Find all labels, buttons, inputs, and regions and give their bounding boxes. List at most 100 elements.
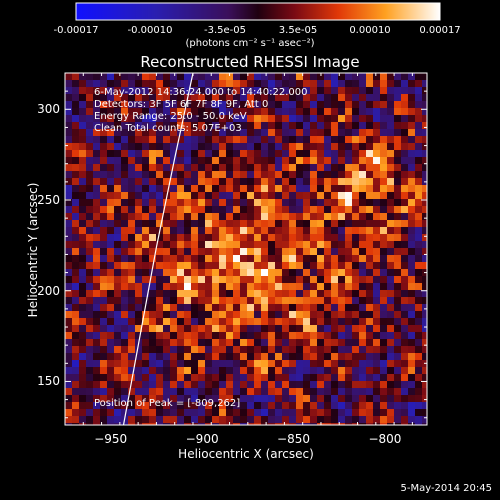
heatmap-cell [135, 290, 143, 298]
heatmap-cell [310, 269, 318, 277]
heatmap-cell [226, 416, 234, 424]
heatmap-cell [338, 248, 346, 256]
heatmap-cell [142, 388, 150, 396]
heatmap-cell [100, 423, 108, 425]
heatmap-cell [93, 304, 101, 312]
heatmap-cell [177, 227, 185, 235]
heatmap-cell [240, 409, 248, 417]
heatmap-cell [177, 143, 185, 151]
heatmap-cell [121, 311, 129, 319]
heatmap-cell [72, 101, 80, 109]
heatmap-cell [345, 213, 353, 221]
heatmap-cell [247, 122, 255, 130]
heatmap-cell [317, 276, 325, 284]
heatmap-cell [212, 171, 220, 179]
heatmap-cell [275, 80, 283, 88]
heatmap-cell [135, 80, 143, 88]
heatmap-cell [226, 367, 234, 375]
heatmap-cell [226, 171, 234, 179]
heatmap-cell [128, 318, 136, 326]
heatmap-cell [303, 353, 311, 361]
heatmap-cell [128, 73, 136, 81]
heatmap-cell [93, 241, 101, 249]
heatmap-cell [142, 332, 150, 340]
heatmap-cell [240, 255, 248, 263]
heatmap-cell [310, 129, 318, 137]
heatmap-cell [170, 171, 178, 179]
heatmap-cell [100, 73, 108, 81]
heatmap-cell [156, 290, 164, 298]
heatmap-cell [324, 115, 332, 123]
heatmap-cell [268, 206, 276, 214]
heatmap-cell [226, 304, 234, 312]
heatmap-cell [86, 409, 94, 417]
heatmap-cell [135, 241, 143, 249]
heatmap-cell [205, 388, 213, 396]
heatmap-cell [149, 178, 157, 186]
heatmap-cell [331, 73, 339, 81]
heatmap-cell [107, 276, 115, 284]
heatmap-cell [338, 206, 346, 214]
heatmap-cell [121, 101, 129, 109]
heatmap-cell [205, 150, 213, 158]
heatmap-cell [149, 185, 157, 193]
heatmap-cell [142, 262, 150, 270]
heatmap-cell [135, 87, 143, 95]
heatmap-cell [79, 227, 87, 235]
heatmap-cell [324, 136, 332, 144]
heatmap-cell [156, 353, 164, 361]
heatmap-cell [184, 150, 192, 158]
heatmap-cell [303, 234, 311, 242]
heatmap-cell [317, 178, 325, 186]
heatmap-cell [254, 171, 262, 179]
heatmap-cell [177, 80, 185, 88]
heatmap-cell [226, 108, 234, 116]
heatmap-cell [345, 325, 353, 333]
heatmap-cell [205, 122, 213, 130]
heatmap-cell [415, 220, 423, 228]
heatmap-cell [261, 122, 269, 130]
heatmap-cell [303, 164, 311, 172]
heatmap-cell [163, 122, 171, 130]
heatmap-cell [142, 346, 150, 354]
heatmap-cell [114, 220, 122, 228]
heatmap-cell [156, 185, 164, 193]
heatmap-cell [177, 339, 185, 347]
heatmap-cell [191, 136, 199, 144]
heatmap-cell [177, 108, 185, 116]
heatmap-cell [268, 73, 276, 81]
heatmap-cell [282, 409, 290, 417]
heatmap-cell [79, 206, 87, 214]
heatmap-cell [240, 143, 248, 151]
heatmap-cell [401, 388, 409, 396]
heatmap-cell [170, 318, 178, 326]
heatmap-cell [240, 374, 248, 382]
heatmap-cell [275, 339, 283, 347]
heatmap-cell [261, 395, 269, 403]
heatmap-cell [86, 402, 94, 410]
heatmap-cell [72, 199, 80, 207]
heatmap-cell [107, 290, 115, 298]
heatmap-cell [247, 115, 255, 123]
heatmap-cell [170, 164, 178, 172]
heatmap-cell [142, 143, 150, 151]
heatmap-cell [373, 395, 381, 403]
heatmap-cell [289, 157, 297, 165]
heatmap-cell [107, 108, 115, 116]
heatmap-cell [65, 199, 73, 207]
heatmap-cell [282, 136, 290, 144]
heatmap-cell [93, 122, 101, 130]
heatmap-cell [226, 248, 234, 256]
heatmap-cell [394, 360, 402, 368]
heatmap-cell [170, 339, 178, 347]
heatmap-cell [373, 73, 381, 81]
heatmap-cell [170, 416, 178, 424]
heatmap-cell [100, 171, 108, 179]
heatmap-cell [268, 381, 276, 389]
heatmap-cell [247, 416, 255, 424]
heatmap-cell [198, 157, 206, 165]
heatmap-cell [247, 353, 255, 361]
heatmap-cell [345, 283, 353, 291]
heatmap-cell [121, 185, 129, 193]
heatmap-cell [324, 164, 332, 172]
